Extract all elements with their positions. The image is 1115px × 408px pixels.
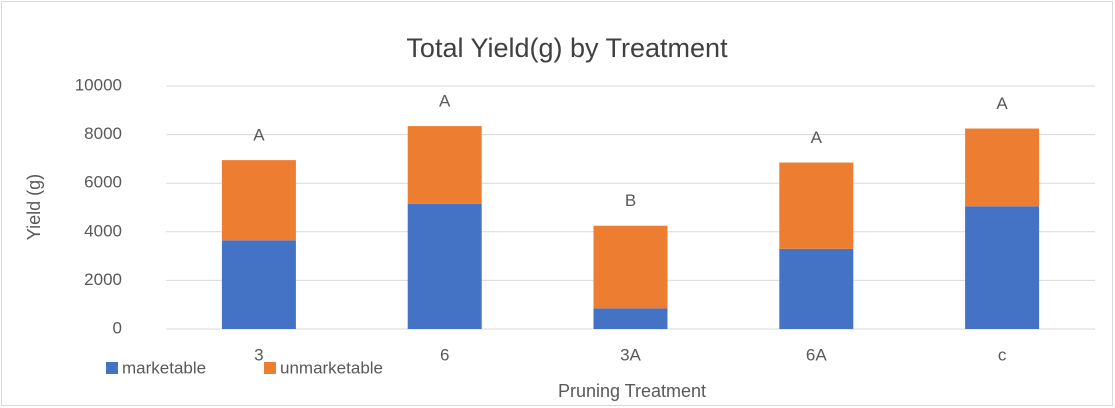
legend-swatch bbox=[264, 362, 276, 374]
y-tick-label: 4000 bbox=[84, 221, 122, 240]
bar-segment bbox=[779, 162, 854, 249]
bar-segment bbox=[221, 240, 296, 329]
y-tick-label: 8000 bbox=[84, 124, 122, 143]
x-tick-label: 6 bbox=[440, 345, 449, 364]
bar-segment bbox=[779, 248, 854, 329]
x-tick-label: c bbox=[998, 345, 1007, 364]
bar-segment bbox=[593, 225, 668, 309]
annotation: A bbox=[996, 94, 1008, 113]
chart-title: Total Yield(g) by Treatment bbox=[406, 33, 728, 63]
annotation: A bbox=[439, 92, 451, 111]
annotation: B bbox=[625, 191, 636, 210]
y-axis-title: Yield (g) bbox=[24, 174, 44, 240]
bar-segment bbox=[221, 160, 296, 241]
legend-label: marketable bbox=[122, 358, 206, 377]
legend-label: unmarketable bbox=[280, 358, 383, 377]
x-tick-label: 3 bbox=[254, 345, 263, 364]
y-tick-label: 6000 bbox=[84, 173, 122, 192]
y-tick-label: 0 bbox=[113, 318, 122, 337]
y-tick-label: 2000 bbox=[84, 270, 122, 289]
bar-segment bbox=[407, 203, 482, 329]
y-tick-label: 10000 bbox=[75, 75, 122, 94]
bar-segment bbox=[407, 126, 482, 204]
x-axis-title: Pruning Treatment bbox=[558, 381, 706, 401]
bar-segment bbox=[593, 308, 668, 329]
annotation: A bbox=[253, 126, 265, 145]
annotation: A bbox=[811, 128, 823, 147]
bar-segment bbox=[965, 206, 1040, 329]
x-tick-label: 6A bbox=[806, 345, 827, 364]
x-tick-label: 3A bbox=[620, 345, 641, 364]
bar-segment bbox=[965, 128, 1040, 207]
legend-swatch bbox=[106, 362, 118, 374]
